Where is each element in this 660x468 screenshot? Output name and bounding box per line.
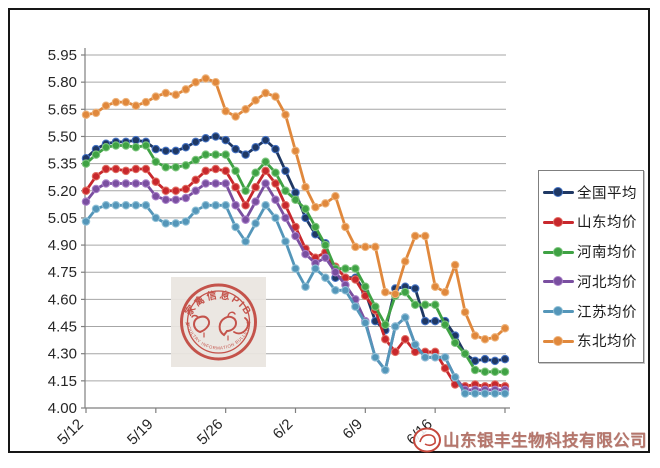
svg-text:6/9: 6/9	[339, 416, 366, 443]
legend-item-5: 东北均价	[543, 330, 643, 351]
svg-text:4.60: 4.60	[48, 291, 77, 308]
company-logo-icon	[413, 427, 441, 453]
seal-inner-ring	[186, 290, 251, 354]
svg-text:5/26: 5/26	[194, 416, 227, 449]
svg-text:4.15: 4.15	[48, 373, 77, 390]
legend-label: 山东均价	[577, 215, 637, 232]
legend-item-2: 河南均价	[543, 241, 643, 262]
legend-label: 全国平均	[577, 185, 637, 202]
seal-bottom-text: POULTRY INFORMATION BULLETIN	[186, 323, 252, 351]
legend-label: 江苏均价	[577, 304, 637, 321]
legend-item-0: 全国平均	[543, 182, 643, 203]
svg-text:5.80: 5.80	[48, 74, 77, 91]
svg-text:5.05: 5.05	[48, 210, 77, 227]
legend-line-marker	[543, 216, 574, 228]
legend-line-marker	[543, 275, 574, 287]
svg-text:5.65: 5.65	[48, 101, 77, 118]
svg-text:5.35: 5.35	[48, 156, 77, 173]
svg-text:4.45: 4.45	[48, 319, 77, 336]
legend-item-4: 江苏均价	[543, 301, 643, 322]
svg-text:5/12: 5/12	[54, 416, 87, 449]
legend-line-marker	[543, 246, 574, 258]
svg-text:5.20: 5.20	[48, 183, 77, 200]
seal-graphic: 家禽信息PIB POULTRY INFORMATION BULLETIN ★ ★	[180, 283, 257, 361]
legend-label: 河北均价	[577, 274, 637, 291]
legend-line-marker	[543, 305, 574, 317]
legend-item-3: 河北均价	[543, 271, 643, 292]
svg-text:4.90: 4.90	[48, 237, 77, 254]
seal-outer-ring	[180, 283, 257, 361]
svg-text:5.50: 5.50	[48, 128, 77, 145]
svg-text:4.00: 4.00	[48, 400, 77, 417]
chart-legend: 全国平均山东均价河南均价河北均价江苏均价东北均价	[538, 170, 644, 363]
svg-text:6/2: 6/2	[270, 416, 297, 443]
seal-hen-rooster-icon	[191, 311, 249, 341]
svg-text:4.75: 4.75	[48, 264, 77, 281]
svg-text:5/19: 5/19	[124, 416, 157, 449]
legend-label: 河南均价	[577, 245, 637, 262]
company-name: 山东银丰生物科技有限公司	[443, 432, 647, 450]
legend-item-1: 山东均价	[543, 211, 643, 232]
seal-star-left: ★	[185, 321, 191, 328]
svg-text:4.30: 4.30	[48, 346, 77, 363]
seal-watermark: 家禽信息PIB POULTRY INFORMATION BULLETIN ★ ★	[171, 277, 266, 367]
legend-line-marker	[543, 335, 574, 347]
legend-line-marker	[543, 186, 574, 198]
legend-label: 东北均价	[577, 334, 637, 351]
svg-text:5.95: 5.95	[48, 47, 77, 64]
